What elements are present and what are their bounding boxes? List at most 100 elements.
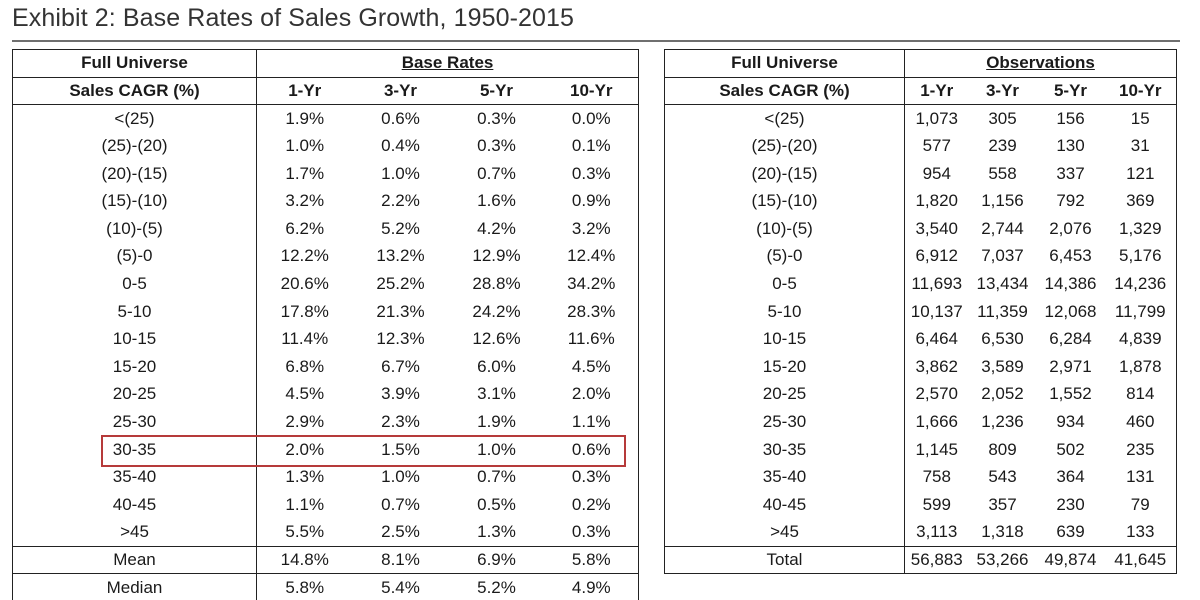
table-cell: 31 <box>1130 136 1150 156</box>
base-rates-header-row: Full Universe Base Rates <box>12 49 639 78</box>
table-cell: 4.5% <box>571 356 611 376</box>
table-cell: 235 <box>1126 439 1155 459</box>
table-cell: 4.5% <box>285 384 325 404</box>
table-cell: 0.3% <box>477 136 516 156</box>
summary-cell: 56,883 <box>904 545 969 574</box>
table-cell: 1,820 <box>915 191 959 211</box>
table-cell: 2.9% <box>285 412 325 432</box>
table-cell: 11.6% <box>567 329 615 349</box>
base-rates-group-label: Base Rates <box>401 53 494 73</box>
table-cell: 156 <box>1056 108 1085 128</box>
table-row: (15)-(10) 3.2% 2.2% 1.6% 0.9% <box>12 187 639 216</box>
observations-column-header-row: Sales CAGR (%) 1-Yr 3-Yr 5-Yr 10-Yr <box>664 77 1177 106</box>
table-cell: 1.0% <box>381 163 420 183</box>
summary-cell: 4.9% <box>544 573 639 600</box>
table-row: 5-10 10,137 11,359 12,068 11,799 <box>664 297 1177 326</box>
observations-column-header: 3-Yr <box>968 77 1037 106</box>
table-cell: 2,052 <box>981 384 1024 404</box>
table-cell: 2,076 <box>1049 218 1092 238</box>
table-cell: 577 <box>922 136 951 156</box>
table-cell: 0.3% <box>477 108 516 128</box>
table-cell: 12.4% <box>567 246 616 266</box>
row-label: (10)-(5) <box>664 215 905 243</box>
table-row: (25)-(20) 1.0% 0.4% 0.3% 0.1% <box>12 132 639 160</box>
table-cell: 28.8% <box>472 274 521 294</box>
summary-cell: 8.1% <box>352 545 449 574</box>
table-cell: 5.2% <box>381 218 420 238</box>
row-label: (10)-(5) <box>12 215 257 243</box>
summary-cell: 49,874 <box>1036 545 1105 574</box>
table-cell: 133 <box>1126 522 1155 542</box>
table-cell: 5.5% <box>285 522 325 542</box>
summary-cell: 41,645 <box>1104 545 1177 574</box>
row-label: 5-10 <box>664 297 905 326</box>
table-cell: 0.7% <box>477 467 516 487</box>
base-rates-column-header-row: Sales CAGR (%) 1-Yr 3-Yr 5-Yr 10-Yr <box>12 77 639 106</box>
table-cell: 130 <box>1056 136 1085 156</box>
table-cell: 12.2% <box>280 246 329 266</box>
table-row: 40-45 599 357 230 79 <box>664 491 1177 519</box>
table-row: >45 3,113 1,318 639 133 <box>664 518 1177 547</box>
table-cell: 0.7% <box>381 494 420 514</box>
table-row: 35-40 1.3% 1.0% 0.7% 0.3% <box>12 463 639 491</box>
table-cell: 20.6% <box>280 274 329 294</box>
table-row: >45 5.5% 2.5% 1.3% 0.3% <box>12 518 639 547</box>
base-rates-summary-row: Mean 14.8% 8.1% 6.9% 5.8% <box>12 545 639 574</box>
table-row: (10)-(5) 6.2% 5.2% 4.2% 3.2% <box>12 215 639 243</box>
table-cell: 2.2% <box>381 191 420 211</box>
table-cell: 5,176 <box>1118 246 1162 266</box>
table-cell: 0.6% <box>571 439 611 459</box>
table-row: (10)-(5) 3,540 2,744 2,076 1,329 <box>664 215 1177 243</box>
table-cell: 3.1% <box>477 384 516 404</box>
observations-column-header: 5-Yr <box>1036 77 1105 106</box>
table-cell: 639 <box>1056 522 1085 542</box>
table-cell: 7,037 <box>981 246 1024 266</box>
table-cell: 0.4% <box>381 136 420 156</box>
row-label: (5)-0 <box>664 242 905 271</box>
table-cell: 6,912 <box>915 246 959 266</box>
table-cell: 3,540 <box>915 218 959 238</box>
row-label: 35-40 <box>664 463 905 491</box>
table-row: 20-25 2,570 2,052 1,552 814 <box>664 380 1177 409</box>
observations-group-label: Observations <box>986 53 1095 73</box>
summary-label: Mean <box>12 545 257 574</box>
table-cell: 12,068 <box>1044 301 1097 321</box>
row-label: (25)-(20) <box>664 132 905 160</box>
table-row: 15-20 6.8% 6.7% 6.0% 4.5% <box>12 353 639 381</box>
table-cell: 934 <box>1056 412 1085 432</box>
table-row: (25)-(20) 577 239 130 31 <box>664 132 1177 160</box>
table-cell: 79 <box>1130 494 1150 514</box>
row-label: 35-40 <box>12 463 257 491</box>
table-cell: 6,453 <box>1049 246 1092 266</box>
table-cell: 1,329 <box>1118 218 1162 238</box>
table-cell: 543 <box>988 467 1017 487</box>
observations-corner-title: Full Universe <box>664 49 905 78</box>
table-cell: 0.3% <box>571 522 611 542</box>
table-cell: 13.2% <box>376 246 425 266</box>
table-cell: 6.8% <box>285 356 325 376</box>
table-cell: 230 <box>1056 494 1085 514</box>
table-cell: 1,666 <box>915 412 959 432</box>
table-cell: 6,464 <box>915 329 959 349</box>
row-label: 30-35 <box>12 435 257 464</box>
table-cell: 11,799 <box>1114 301 1166 321</box>
table-cell: 364 <box>1056 467 1085 487</box>
table-cell: 1.3% <box>477 522 516 542</box>
row-label: (15)-(10) <box>12 187 257 216</box>
table-cell: 1.6% <box>477 191 516 211</box>
table-row: 15-20 3,862 3,589 2,971 1,878 <box>664 353 1177 381</box>
table-cell: 3,113 <box>916 522 958 542</box>
table-cell: 1.0% <box>381 467 420 487</box>
table-cell: 12.6% <box>472 329 521 349</box>
table-cell: 2.0% <box>571 384 611 404</box>
observations-column-header: 10-Yr <box>1104 77 1177 106</box>
row-label: 20-25 <box>12 380 257 409</box>
row-label: <(25) <box>664 104 905 133</box>
table-cell: 0.7% <box>477 163 516 183</box>
table-cell: 131 <box>1126 467 1155 487</box>
summary-cell: 6.9% <box>448 545 545 574</box>
table-row: (5)-0 12.2% 13.2% 12.9% 12.4% <box>12 242 639 271</box>
table-cell: 12.9% <box>472 246 521 266</box>
table-cell: 1.0% <box>285 136 325 156</box>
table-cell: 502 <box>1056 439 1085 459</box>
